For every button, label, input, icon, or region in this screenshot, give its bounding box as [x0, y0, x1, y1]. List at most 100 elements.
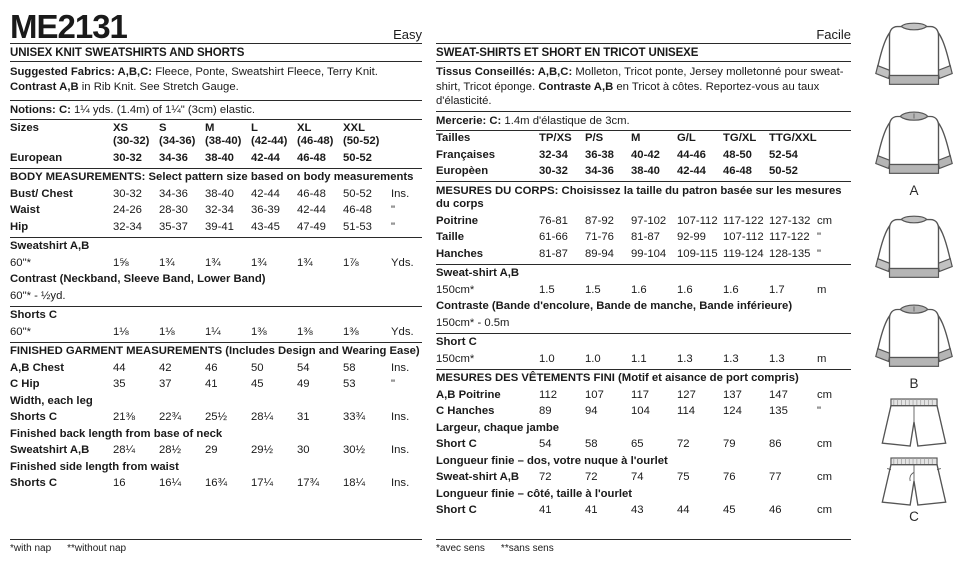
- cell: 32-34: [113, 220, 142, 233]
- title-en: UNISEX KNIT SWEATSHIRTS AND SHORTS: [10, 44, 422, 62]
- cell: 25½: [205, 411, 227, 423]
- cell: 117-122: [769, 231, 810, 243]
- cell: 46: [205, 361, 218, 374]
- cell: G/L: [677, 132, 696, 144]
- difficulty-en: Easy: [393, 27, 422, 42]
- row-label: Hanches: [436, 247, 484, 260]
- table-row: Short C 41 41 43 44 45 46 cm: [436, 503, 851, 520]
- unit-cell: cm: [817, 214, 833, 227]
- unit-cell: ": [817, 247, 822, 260]
- cell: 50-52: [343, 187, 372, 200]
- cell: 61-66: [539, 231, 568, 243]
- table-row: Hip 32-34 35-37 39-41 43-45 47-49 51-53 ": [10, 219, 422, 236]
- notions-text-en: 1¼ yds. (1.4m) of 1¼" (3cm) elastic.: [70, 104, 256, 116]
- cell: 29½: [251, 444, 273, 456]
- contrast-text-fr: en Tricot à côtes. Reportez-vous au taux…: [436, 80, 820, 108]
- cell: 34-36: [159, 187, 188, 200]
- cell: 42-44: [677, 165, 706, 177]
- footnotes-fr: *avec sens **sans sens: [436, 539, 851, 554]
- cell: 30-32: [113, 187, 142, 200]
- cell: 76-81: [539, 214, 568, 227]
- table-row: European 30-32 34-36 38-40 42-44 46-48 50-52: [10, 150, 422, 167]
- cell: 42-44: [297, 204, 326, 216]
- divider: [10, 167, 422, 169]
- cell: XL (46-48): [297, 121, 334, 148]
- cell: 30: [297, 444, 310, 456]
- cell: 46-48: [297, 187, 326, 200]
- cell: 135: [769, 405, 788, 417]
- cell: 32-34: [539, 148, 568, 161]
- row-label: Europèen: [436, 165, 489, 177]
- unit-cell: m: [817, 283, 827, 296]
- cell: 28¼: [251, 411, 273, 423]
- unit-cell: ": [391, 378, 396, 390]
- footnotes-en: *with nap **without nap: [10, 539, 422, 554]
- section-heading: Longueur finie – dos, votre nuque à l'ou…: [436, 454, 668, 467]
- fabrics-text-fr: Molleton, Tricot ponte, Jersey molletonn…: [436, 66, 844, 93]
- row-label: Bust/ Chest: [10, 187, 73, 200]
- cell: 1⅜: [343, 325, 359, 338]
- fabrics-en: Suggested Fabrics: A,B,C: Fleece, Ponte,…: [10, 62, 422, 101]
- cell: 94: [585, 405, 598, 417]
- row-label: A,B Chest: [10, 361, 64, 374]
- cell: 79: [723, 438, 736, 450]
- cell: 37: [159, 378, 172, 390]
- sweatshirt-b-back-illustration: [875, 304, 953, 368]
- cell: 38-40: [205, 187, 234, 200]
- cell: 49: [297, 378, 310, 390]
- cell: 127: [677, 388, 696, 401]
- cell: 1.0: [585, 352, 601, 365]
- section-heading: Finished side length from waist: [10, 460, 179, 473]
- cell: 58: [585, 438, 598, 450]
- cell: 1.5: [585, 283, 601, 296]
- cell: 1.6: [677, 283, 693, 296]
- fabrics-text-en: Fleece, Ponte, Sweatshirt Fleece, Terry …: [152, 66, 378, 78]
- table-row: Waist 24-26 28-30 32-34 36-39 42-44 46-48 ": [10, 203, 422, 220]
- table-row: Hanches 81-87 89-94 99-104 109-115 119-124 128…: [436, 246, 851, 263]
- table-row: Sweat-shirt A,B 72 72 74 75 76 77 cm: [436, 470, 851, 487]
- section-heading: Longueur finie – côté, taille à l'ourlet: [436, 487, 633, 500]
- cell: S (34-36): [159, 121, 196, 148]
- cell: 89-94: [585, 247, 614, 260]
- row-label: 150cm*: [436, 283, 475, 296]
- cell: 117-122: [723, 214, 764, 227]
- cell: 114: [677, 405, 696, 417]
- row-label: C Hanches: [436, 405, 495, 417]
- table-row: 150cm* 1.5 1.5 1.6 1.6 1.6 1.7 m: [436, 282, 851, 299]
- cell: 1⅝: [113, 256, 129, 269]
- section-heading: Width, each leg: [10, 394, 93, 407]
- cell: 42-44: [251, 151, 280, 164]
- unit-cell: ": [817, 405, 822, 417]
- cell: 31: [297, 411, 310, 423]
- cell: 1⅞: [343, 256, 359, 269]
- row-label: 60"*: [10, 325, 31, 338]
- cell: 22¾: [159, 411, 181, 423]
- cell: 42: [159, 361, 172, 374]
- cell: 1⅛: [159, 325, 175, 338]
- table-row: Poitrine 76-81 87-92 97-102 107-112 117-122 12…: [436, 213, 851, 230]
- cell: 89: [539, 405, 552, 417]
- cell: 1⅜: [251, 325, 267, 338]
- table-row: C Hip 35 37 41 45 49 53 ": [10, 377, 422, 394]
- cell: 117: [631, 388, 650, 401]
- cell: 107-112: [723, 231, 764, 243]
- cell: 32-34: [205, 204, 234, 216]
- row-label: European: [10, 151, 63, 164]
- cell: 17¼: [251, 477, 273, 489]
- unit-cell: Ins.: [391, 187, 410, 200]
- cell: 1.7: [769, 283, 785, 296]
- cell: 52-54: [769, 148, 798, 161]
- cell: 1¾: [251, 256, 267, 269]
- cell: 29: [205, 444, 218, 456]
- cell: 51-53: [343, 220, 372, 233]
- divider: [436, 332, 851, 334]
- cell: 50-52: [769, 165, 798, 177]
- cell: 46-48: [723, 165, 752, 177]
- table-row: Françaises 32-34 36-38 40-42 44-46 48-50 52-54: [436, 147, 851, 164]
- english-column: ME2131 Easy UNISEX KNIT SWEATSHIRTS AND …: [10, 6, 422, 554]
- cell: 16: [113, 477, 126, 489]
- cell: 74: [631, 471, 644, 483]
- unit-cell: Ins.: [391, 411, 410, 423]
- row-label: Waist: [10, 204, 40, 216]
